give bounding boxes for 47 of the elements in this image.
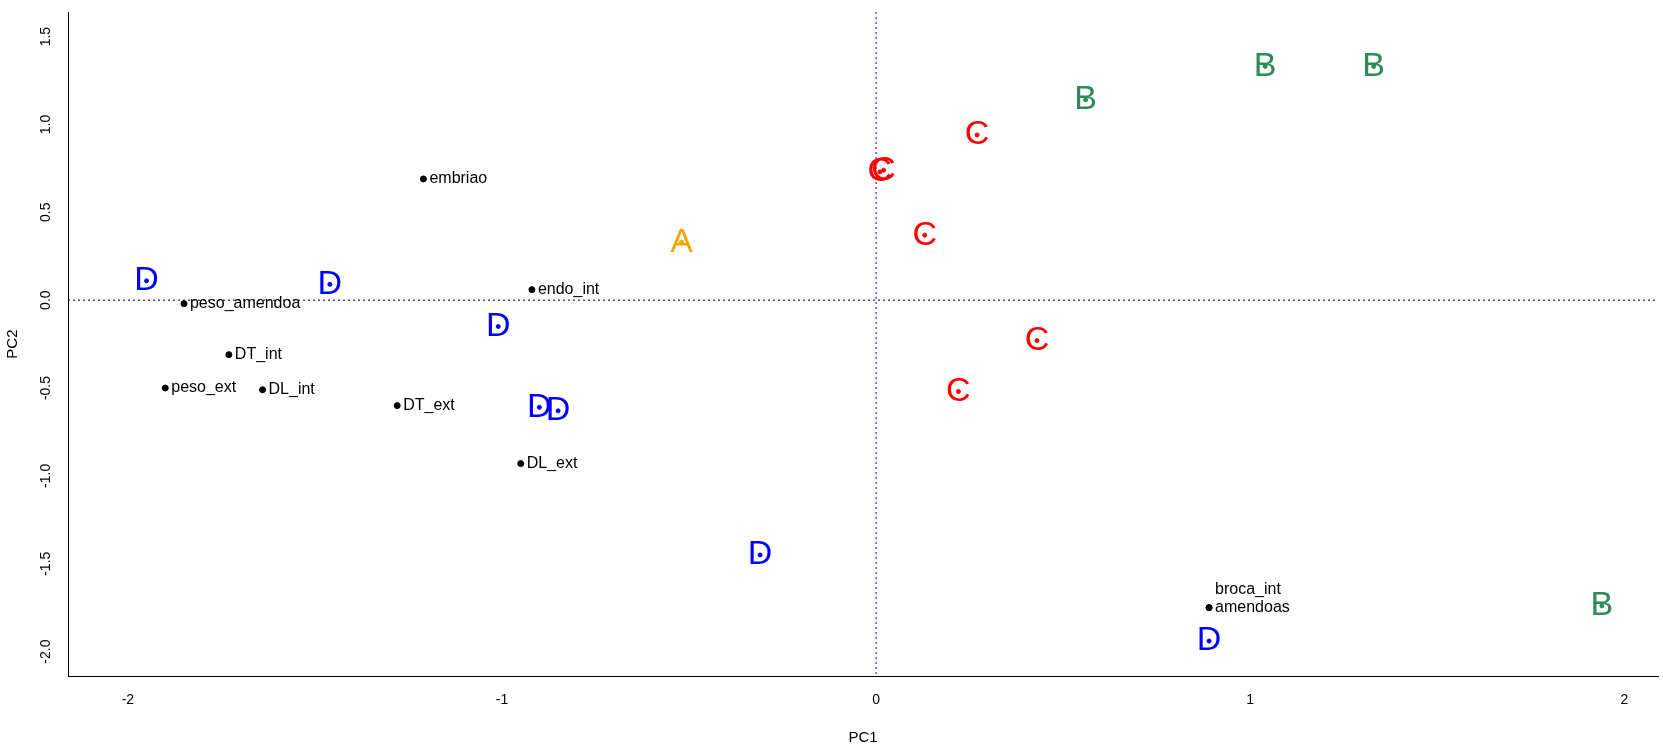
text: C <box>912 213 938 252</box>
x-tick-label: -1 <box>495 691 509 708</box>
x-axis-title: PC1 <box>848 728 878 746</box>
text: D <box>747 533 773 572</box>
y-tick-label: 0.0 <box>36 290 53 310</box>
text: B <box>1253 44 1277 83</box>
point <box>393 402 401 410</box>
point <box>259 386 267 394</box>
y-tick-label: 1.0 <box>36 114 53 135</box>
data-label: DL_int <box>268 380 316 399</box>
data-label: DL_ext <box>526 453 578 472</box>
text: C <box>946 369 971 408</box>
data-label: embriao <box>429 169 488 187</box>
point <box>180 300 188 308</box>
text: D <box>134 259 159 298</box>
point <box>161 384 169 392</box>
text: B <box>1362 44 1386 83</box>
data-label: amendoas <box>1215 598 1290 616</box>
y-tick-label: -1.5 <box>36 551 53 576</box>
data-label: DT_ext <box>403 396 456 415</box>
x-tick-label: 1 <box>1246 691 1255 708</box>
data-label: peso_amendoa <box>189 294 301 313</box>
y-tick-label: 0.5 <box>36 202 53 223</box>
point <box>419 175 427 183</box>
text: B <box>1590 584 1614 623</box>
data-label: broca_int <box>1215 580 1282 599</box>
x-tick-label: 2 <box>1620 691 1629 708</box>
data-label: peso_ext <box>171 378 237 397</box>
point <box>517 460 525 468</box>
x-tick-label: -2 <box>121 691 135 708</box>
y-tick-label: 1.5 <box>36 26 53 47</box>
y-tick-label: -1.0 <box>36 463 53 488</box>
data-label: endo_int <box>537 280 600 299</box>
point <box>528 286 536 294</box>
text: D <box>317 262 343 301</box>
text: D <box>1196 619 1222 658</box>
text: D <box>485 304 511 343</box>
x-tick-label: 0 <box>872 691 881 708</box>
y-tick-label: -2.0 <box>36 639 53 664</box>
data-label: DT_int <box>234 345 283 364</box>
text: A <box>670 220 694 259</box>
point <box>225 351 233 359</box>
y-tick-label: -0.5 <box>36 375 53 401</box>
text: C <box>1024 318 1050 357</box>
text: C <box>964 113 990 152</box>
text: B <box>1074 78 1097 117</box>
y-axis-title: PC2 <box>3 329 21 359</box>
